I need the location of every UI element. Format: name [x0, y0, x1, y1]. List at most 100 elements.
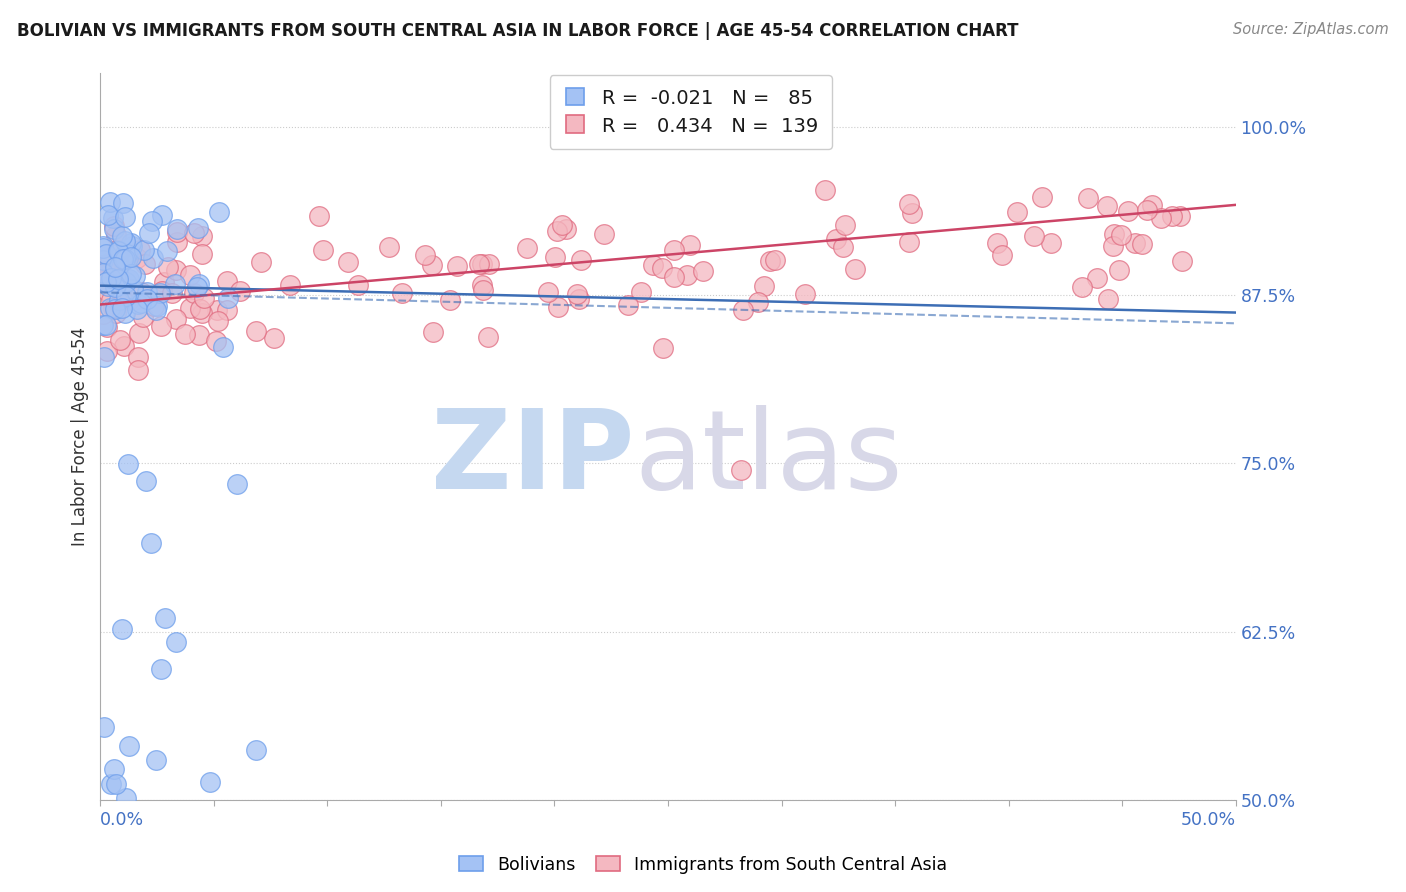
Point — [101, 211, 124, 226]
Point — [91, 267, 114, 281]
Point — [568, 293, 591, 307]
Point — [422, 325, 444, 339]
Point — [100, 293, 122, 307]
Point — [415, 248, 437, 262]
Point — [127, 251, 149, 265]
Point — [111, 195, 134, 210]
Point — [97, 278, 120, 293]
Point — [114, 306, 136, 320]
Point — [104, 271, 127, 285]
Point — [1140, 198, 1163, 212]
Text: 0.0%: 0.0% — [100, 811, 145, 829]
Point — [308, 209, 330, 223]
Point — [1171, 253, 1194, 268]
Point — [471, 257, 494, 271]
Point — [150, 285, 173, 299]
Point — [752, 278, 775, 293]
Point — [1116, 204, 1139, 219]
Point — [1070, 279, 1092, 293]
Point — [104, 260, 127, 274]
Point — [120, 267, 142, 281]
Point — [207, 314, 229, 328]
Point — [115, 247, 138, 261]
Point — [98, 195, 121, 210]
Point — [228, 284, 250, 298]
Point — [110, 333, 132, 347]
Point — [91, 267, 114, 281]
Point — [138, 227, 160, 241]
Point — [129, 285, 152, 300]
Point — [93, 351, 115, 365]
Legend: R =  -0.021   N =   85, R =   0.434   N =  139: R = -0.021 N = 85, R = 0.434 N = 139 — [550, 76, 832, 149]
Point — [91, 241, 114, 255]
Point — [98, 265, 121, 279]
Point — [156, 244, 179, 259]
Point — [136, 292, 159, 306]
Point — [104, 306, 127, 320]
Point — [467, 257, 489, 271]
Point — [844, 262, 866, 277]
Point — [160, 286, 183, 301]
Point — [128, 326, 150, 340]
Point — [569, 252, 592, 267]
Point — [114, 790, 136, 805]
Point — [105, 777, 128, 791]
Point — [191, 247, 214, 261]
Point — [730, 463, 752, 477]
Point — [1108, 263, 1130, 277]
Point — [101, 301, 124, 315]
Point — [96, 319, 118, 334]
Point — [131, 310, 153, 324]
Point — [108, 293, 131, 307]
Point — [111, 292, 134, 306]
Point — [1135, 203, 1157, 218]
Legend: Bolivians, Immigrants from South Central Asia: Bolivians, Immigrants from South Central… — [453, 850, 953, 879]
Point — [121, 239, 143, 253]
Point — [114, 252, 136, 267]
Point — [97, 208, 120, 222]
Point — [134, 257, 156, 271]
Point — [986, 235, 1008, 250]
Point — [100, 777, 122, 791]
Point — [183, 226, 205, 240]
Point — [108, 259, 131, 273]
Point — [165, 263, 187, 277]
Text: 50.0%: 50.0% — [1181, 811, 1236, 829]
Point — [166, 221, 188, 235]
Point — [135, 285, 157, 299]
Point — [1104, 227, 1126, 241]
Point — [145, 303, 167, 318]
Point — [104, 228, 127, 243]
Point — [1109, 227, 1132, 242]
Point — [555, 222, 578, 236]
Point — [179, 301, 201, 315]
Point — [215, 302, 238, 317]
Point — [166, 225, 188, 239]
Point — [115, 276, 138, 290]
Point — [1040, 235, 1063, 250]
Point — [115, 289, 138, 303]
Point — [676, 268, 699, 282]
Point — [124, 268, 146, 283]
Point — [245, 324, 267, 338]
Point — [94, 275, 117, 289]
Point — [120, 250, 142, 264]
Point — [107, 272, 129, 286]
Point — [1170, 209, 1192, 223]
Point — [165, 311, 187, 326]
Point — [565, 286, 588, 301]
Point — [217, 274, 239, 288]
Point — [205, 303, 228, 318]
Point — [188, 301, 211, 316]
Point — [129, 243, 152, 257]
Point — [111, 228, 134, 243]
Point — [96, 284, 118, 298]
Point — [1005, 205, 1028, 219]
Point — [118, 272, 141, 286]
Point — [112, 248, 135, 262]
Point — [662, 269, 685, 284]
Point — [217, 291, 239, 305]
Point — [471, 278, 494, 293]
Point — [1031, 190, 1053, 204]
Point — [91, 252, 114, 267]
